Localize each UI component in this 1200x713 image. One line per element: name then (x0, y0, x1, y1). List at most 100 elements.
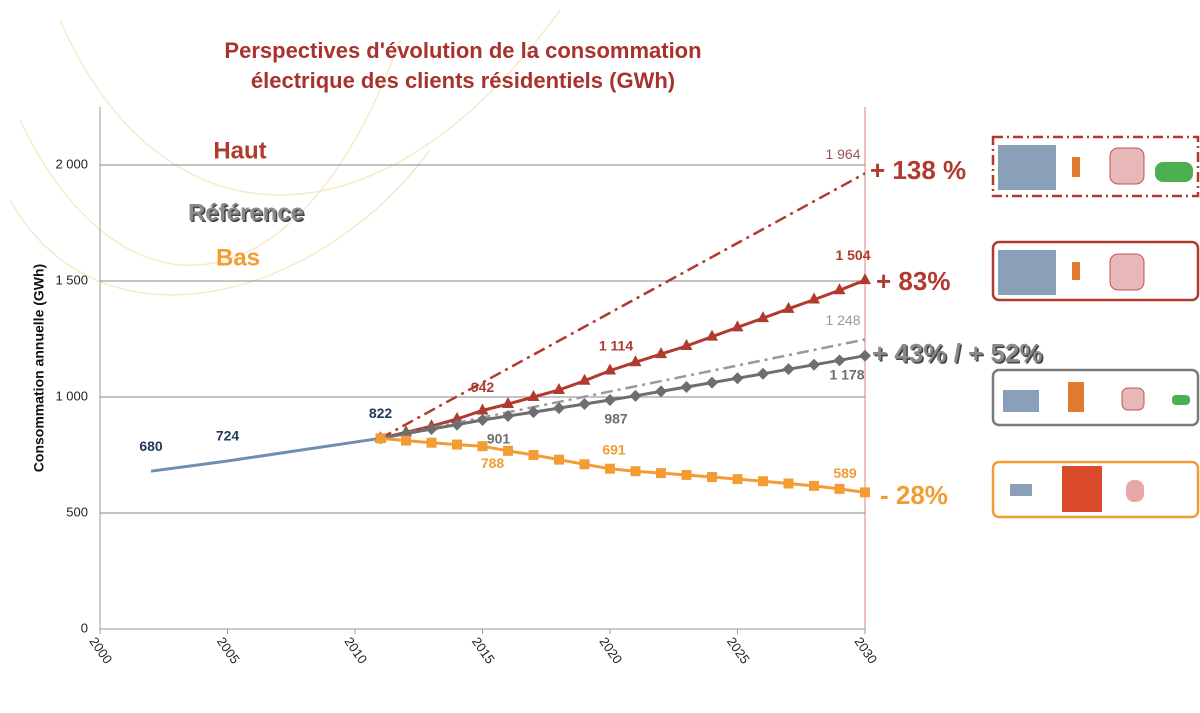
data-label: 1 504 (835, 247, 870, 263)
marker (629, 389, 642, 402)
data-label: 589 (833, 465, 857, 481)
marker (375, 433, 386, 444)
data-label: 822 (369, 405, 393, 421)
series-line (380, 338, 866, 440)
marker (833, 283, 846, 295)
annotation: + 83% (876, 266, 950, 296)
marker (578, 373, 591, 385)
y-tick-label: 500 (66, 504, 88, 519)
legend-entry: Bas (216, 244, 260, 271)
marker (502, 410, 514, 423)
marker (578, 397, 591, 410)
marker (834, 483, 845, 494)
data-label: 1 248 (825, 312, 860, 328)
annotation: - 28% (880, 480, 948, 510)
marker (604, 363, 616, 375)
marker (757, 367, 769, 380)
marker (731, 372, 744, 385)
marker (476, 413, 489, 426)
marker (680, 338, 693, 350)
box-high-ref (991, 240, 1200, 302)
marker (808, 358, 820, 371)
background-decoration (9, 9, 561, 296)
marker (527, 406, 540, 419)
marker (681, 469, 692, 480)
marker (732, 474, 743, 485)
legend-entry: Haut (213, 137, 266, 164)
marker (706, 329, 718, 341)
marker (707, 472, 717, 483)
data-label: 1 178 (829, 366, 864, 382)
marker (833, 354, 846, 367)
series-line (150, 436, 381, 473)
data-label: 987 (604, 411, 628, 427)
x-tick-label: 2025 (724, 634, 753, 666)
marker (860, 487, 870, 498)
y-tick-label: 2 000 (55, 156, 88, 171)
marker (401, 435, 411, 446)
marker (503, 445, 513, 456)
box-high (991, 135, 1200, 198)
marker (527, 390, 540, 401)
scenario-boxes (991, 135, 1200, 519)
data-label: 691 (602, 441, 626, 457)
data-label: 942 (471, 379, 495, 395)
marker (451, 418, 463, 431)
annotation: + 138 % (870, 155, 966, 185)
x-tick-label: 2020 (596, 634, 625, 666)
x-tick-label: 2010 (341, 634, 370, 666)
marker (579, 459, 590, 470)
marker (859, 349, 871, 362)
marker (758, 476, 768, 487)
data-label: 901 (487, 431, 511, 447)
data-label: 788 (481, 455, 505, 471)
y-axis-label: Consommation annuelle (GWh) (31, 264, 47, 472)
data-label: 1 114 (599, 337, 633, 353)
legend-entry: Référence (188, 199, 304, 226)
marker (451, 412, 463, 424)
marker (476, 403, 489, 415)
marker (554, 454, 564, 465)
y-tick-label: 1 000 (55, 388, 88, 403)
x-tick-label: 2000 (86, 634, 115, 666)
chart-title: Perspectives d'évolution de la consommat… (224, 38, 701, 63)
marker (783, 478, 794, 489)
marker (655, 385, 667, 398)
marker (425, 423, 438, 436)
annotation-shadow: + 43% / + 52% (874, 339, 1045, 369)
series-line (379, 172, 866, 440)
marker (605, 463, 615, 474)
marker (782, 363, 795, 376)
data-label: 680 (139, 438, 163, 454)
legend-shadow: Référence (189, 201, 305, 228)
marker (859, 273, 871, 285)
x-tick-label: 2005 (214, 634, 243, 666)
marker (528, 450, 539, 460)
marker (477, 441, 488, 452)
marker (630, 466, 641, 477)
marker (731, 320, 744, 332)
marker (808, 292, 820, 304)
icons (998, 145, 1193, 512)
box-low (991, 460, 1200, 519)
marker (809, 480, 819, 491)
marker (452, 439, 462, 450)
marker (553, 402, 565, 415)
marker (757, 311, 769, 323)
chart-title: électrique des clients résidentiels (GWh… (251, 68, 675, 93)
marker (604, 394, 616, 407)
marker (706, 376, 718, 389)
y-tick-label: 1 500 (55, 272, 88, 287)
marker (656, 468, 666, 479)
marker (553, 383, 565, 395)
data-label: 724 (216, 428, 240, 444)
x-tick-label: 2015 (469, 634, 498, 666)
box-ref (991, 368, 1200, 427)
data-label: 1 964 (825, 146, 860, 162)
marker (655, 347, 667, 359)
y-tick-label: 0 (81, 620, 88, 635)
annotation: + 43% / + 52% (872, 338, 1043, 368)
marker (426, 437, 437, 448)
